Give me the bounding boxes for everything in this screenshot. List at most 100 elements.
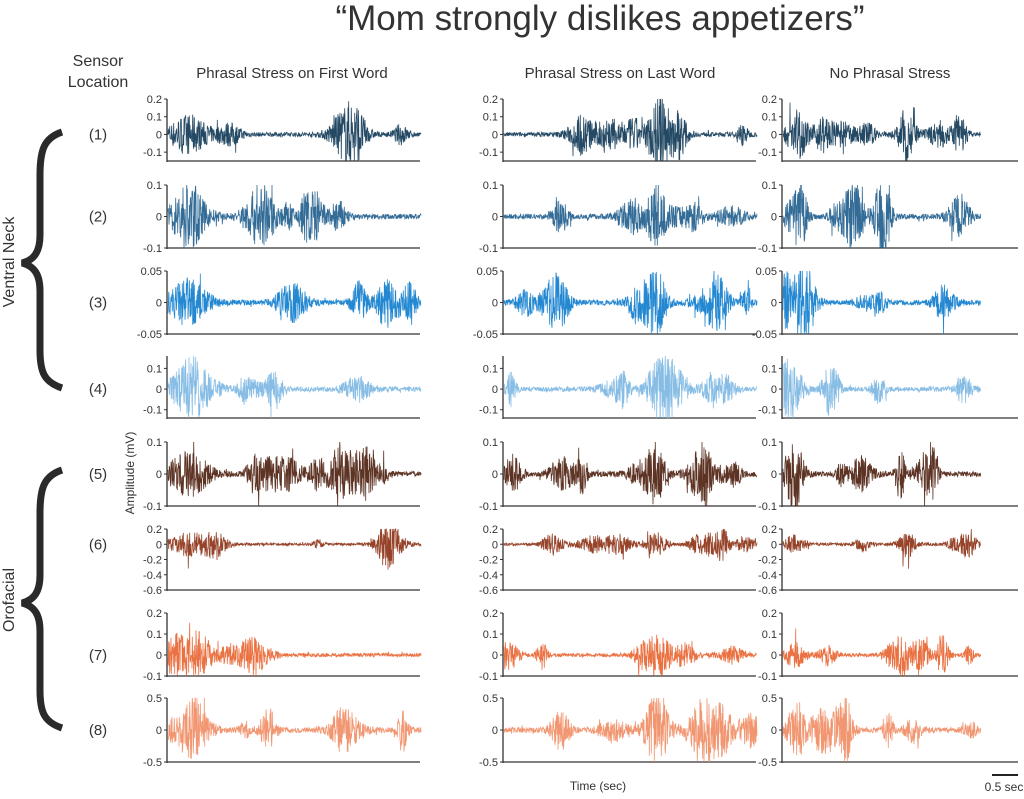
sensor-label: (3) [89, 295, 107, 312]
y-tick-label: 0.2 [483, 94, 498, 106]
y-tick-label: 0 [771, 725, 777, 737]
emg-signal-trace [503, 441, 758, 507]
y-tick-label: 0 [156, 725, 162, 737]
y-tick-label: 0.1 [483, 363, 498, 375]
y-tick-label: 0 [492, 384, 498, 396]
y-tick-label: -0.4 [758, 570, 777, 582]
y-tick-label: -0.1 [479, 243, 498, 255]
panel-row2-col1: 0.1 0 -0.1 [143, 180, 422, 255]
panel-row5-col1: 0.1 0 -0.1 [143, 437, 422, 513]
panel-row1-col1: 0.2 0.1 0 -0.1 [143, 94, 422, 162]
y-tick-label: 0.05 [477, 266, 498, 278]
y-tick-label: 0.2 [147, 608, 162, 620]
y-tick-label: 0.2 [483, 524, 498, 536]
emg-signal-trace [503, 184, 758, 246]
emg-signal-trace [167, 528, 422, 570]
y-tick-label: -0.1 [479, 405, 498, 417]
emg-signal-trace [503, 528, 758, 562]
y-tick-label: 0 [771, 539, 777, 551]
emg-signal-trace [167, 622, 422, 677]
emg-signal-trace [167, 273, 422, 328]
y-tick-label: 0 [771, 469, 777, 481]
panel-row6-col1: 0.2 0 -0.2 -0.4 -0.6 [143, 524, 422, 597]
emg-signal-trace [503, 98, 758, 162]
y-axis-label: Amplitude (mV) [123, 432, 137, 515]
y-tick-label: -0.2 [758, 555, 777, 567]
y-tick-label: 0.1 [147, 112, 162, 124]
ventral-neck-brace [20, 128, 64, 392]
emg-signal-trace [167, 697, 422, 759]
y-tick-label: 0.1 [762, 629, 777, 641]
y-tick-label: -0.6 [758, 585, 777, 597]
y-tick-label: -0.6 [479, 585, 498, 597]
y-tick-label: -0.2 [143, 555, 162, 567]
y-tick-label: -0.1 [143, 671, 162, 683]
sensor-label: (1) [89, 126, 107, 143]
sensor-label: (7) [89, 647, 107, 664]
y-tick-label: 0.1 [147, 363, 162, 375]
y-tick-label: -0.1 [479, 147, 498, 159]
y-tick-label: 0 [771, 129, 777, 141]
y-tick-label: 0.5 [147, 693, 162, 705]
panel-row7-col3: 0.2 0.1 0 -0.1 [758, 608, 1018, 683]
y-tick-label: 0.1 [147, 629, 162, 641]
y-tick-label: -0.1 [758, 405, 777, 417]
y-tick-label: 0 [771, 298, 777, 310]
sensor-label: (5) [89, 466, 107, 483]
panel-row3-col3: 0.05 0 -0.05 [752, 266, 1018, 341]
orofacial-brace [20, 466, 64, 732]
y-tick-label: -0.1 [479, 671, 498, 683]
scale-bar-label: 0.5 sec [985, 780, 1024, 794]
y-tick-label: 0 [771, 384, 777, 396]
y-tick-label: -0.2 [479, 555, 498, 567]
emg-signal-trace [782, 102, 981, 162]
ventral-neck-label: Ventral Neck [1, 216, 18, 308]
y-tick-label: -0.1 [758, 147, 777, 159]
y-tick-label: 0.2 [762, 94, 777, 106]
y-tick-label: 0 [771, 212, 777, 224]
y-tick-label: 0.2 [762, 608, 777, 620]
column-title: Phrasal Stress on Last Word [525, 65, 716, 82]
y-tick-label: 0 [156, 384, 162, 396]
sensor-header-line2: Location [68, 74, 129, 91]
sensor-label: (2) [89, 209, 107, 226]
y-tick-label: -0.05 [473, 329, 498, 341]
column-title: Phrasal Stress on First Word [196, 65, 387, 82]
sensor-label: (6) [89, 536, 107, 553]
emg-signal-trace [503, 355, 758, 419]
panel-row4-col2: 0.1 0 -0.1 [479, 355, 758, 419]
y-tick-label: 0 [492, 298, 498, 310]
panel-row4-col1: 0.1 0 -0.1 [143, 355, 422, 419]
panel-row6-col2: 0.2 0 -0.2 -0.4 -0.6 [479, 524, 758, 597]
y-tick-label: -0.05 [137, 329, 162, 341]
y-tick-label: -0.4 [479, 570, 498, 582]
panel-row8-col2: 0.5 0 -0.5 [479, 693, 758, 769]
y-tick-label: 0 [156, 212, 162, 224]
y-tick-label: 0 [771, 650, 777, 662]
y-tick-label: 0 [492, 725, 498, 737]
panel-row8-col1: 0.5 0 -0.5 [143, 693, 422, 769]
y-tick-label: 0.1 [762, 180, 777, 192]
y-tick-label: -0.5 [758, 757, 777, 769]
emg-signal-trace [167, 441, 422, 507]
emg-signal-trace [503, 270, 758, 335]
column-title: No Phrasal Stress [830, 65, 951, 82]
panel-row7-col1: 0.2 0.1 0 -0.1 [143, 608, 422, 683]
y-tick-label: 0.1 [147, 437, 162, 449]
y-tick-label: 0.1 [483, 629, 498, 641]
panel-row4-col3: 0.1 0 -0.1 [758, 356, 1018, 419]
y-tick-label: 0 [492, 469, 498, 481]
x-axis-label: Time (sec) [570, 779, 626, 793]
panel-row1-col3: 0.2 0.1 0 -0.1 [758, 94, 1018, 162]
orofacial-label: Orofacial [1, 568, 18, 632]
y-tick-label: 0.2 [147, 94, 162, 106]
y-tick-label: -0.1 [758, 671, 777, 683]
panel-row7-col2: 0.2 0.1 0 -0.1 [479, 608, 758, 683]
y-tick-label: 0 [492, 129, 498, 141]
y-tick-label: -0.5 [143, 757, 162, 769]
y-tick-label: 0.05 [141, 266, 162, 278]
y-tick-label: 0 [156, 129, 162, 141]
y-tick-label: 0 [156, 298, 162, 310]
panel-row5-col2: 0.1 0 -0.1 [479, 437, 758, 513]
